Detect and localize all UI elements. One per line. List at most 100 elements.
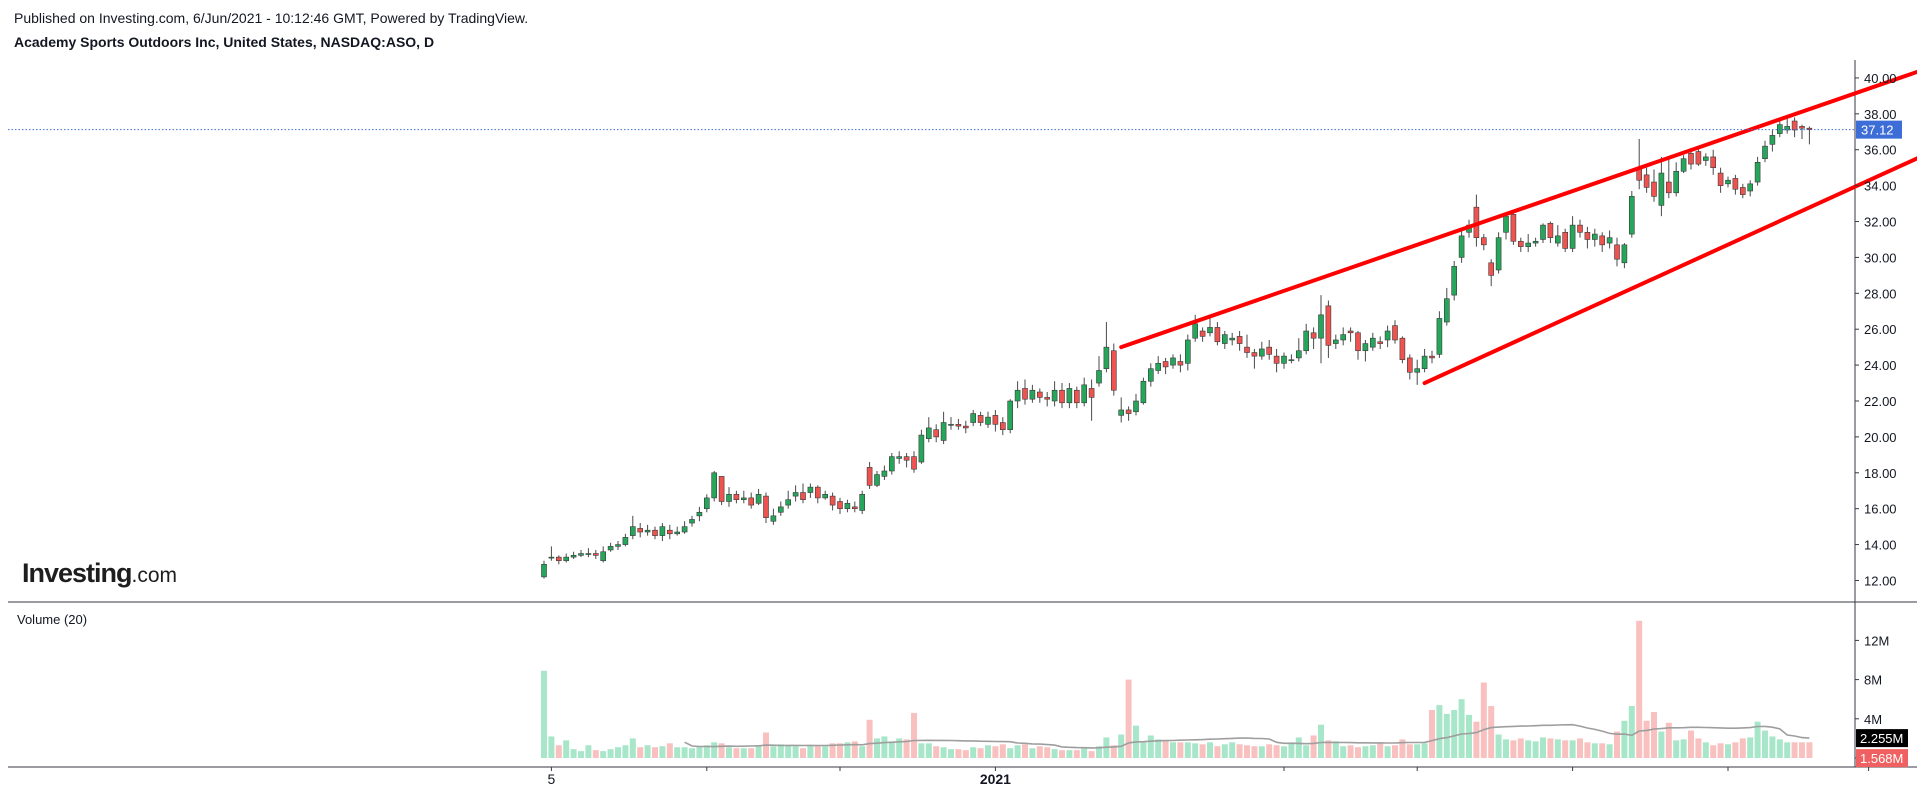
candle-body: [555, 556, 562, 562]
volume-bar: [1088, 751, 1095, 758]
candle-body: [1259, 348, 1265, 357]
volume-bar: [1665, 722, 1672, 758]
candle-body: [1532, 240, 1539, 244]
volume-bar: [1392, 745, 1398, 758]
candle: [1399, 336, 1406, 364]
candle: [822, 490, 829, 500]
volume-bar: [740, 748, 747, 758]
candle: [1088, 379, 1095, 421]
volume-bar: [851, 741, 858, 758]
volume-bar: [1799, 742, 1805, 758]
candle: [1703, 153, 1709, 166]
candle-body: [1162, 361, 1169, 368]
candle-body: [925, 427, 932, 439]
volume-bar: [570, 749, 577, 758]
candle: [1599, 232, 1605, 253]
logo-suffix-text: .com: [131, 564, 178, 587]
candle-body: [1370, 337, 1376, 348]
candle-body: [1044, 397, 1050, 400]
candle-body: [1251, 352, 1258, 357]
time-axis[interactable]: 5 2021: [548, 767, 1870, 787]
candle-body: [607, 546, 614, 551]
volume-bar: [1155, 739, 1162, 758]
volume-bar: [600, 751, 607, 758]
candle: [1784, 117, 1790, 134]
volume-bar: [585, 745, 592, 758]
volume-bar: [644, 745, 651, 758]
volume-bar: [555, 745, 562, 758]
candle-body: [689, 519, 695, 524]
candle-body: [1222, 334, 1228, 344]
candle: [1066, 383, 1073, 409]
candle-body: [1666, 181, 1672, 194]
volume-bar: [844, 742, 851, 758]
candle: [1562, 228, 1568, 253]
volume-bar: [1436, 705, 1443, 758]
volume-bar: [1510, 740, 1517, 758]
volume-bar: [1414, 744, 1421, 758]
volume-bar: [1347, 745, 1354, 758]
candle: [985, 411, 991, 428]
candle-body: [992, 415, 999, 425]
volume-bar: [1377, 742, 1384, 758]
candle-body: [1540, 224, 1546, 240]
candle-body: [1266, 346, 1272, 355]
candle-body: [570, 555, 577, 558]
candle-body: [1584, 231, 1591, 240]
volume-bar: [911, 712, 917, 758]
candle: [703, 494, 710, 513]
volume-bar: [1125, 679, 1132, 758]
volume-bar: [955, 749, 962, 758]
volume-bar: [1332, 741, 1339, 758]
volume-bar: [777, 744, 784, 758]
candle-body: [1451, 266, 1457, 296]
candle-body: [592, 553, 599, 556]
candle: [1754, 156, 1761, 186]
candle-body: [1273, 355, 1280, 364]
volume-panel-label[interactable]: Volume (20): [17, 612, 88, 627]
candle-body: [1377, 341, 1383, 344]
volume-bar: [977, 748, 984, 758]
candle: [1051, 381, 1058, 407]
volume-bar: [1022, 744, 1028, 758]
volume-bar: [1606, 744, 1613, 758]
candlestick-series: [541, 117, 1813, 579]
candle: [1170, 354, 1176, 369]
candle: [918, 429, 925, 464]
volume-bar: [733, 748, 740, 758]
candle-body: [822, 494, 829, 499]
candle: [1103, 322, 1110, 373]
price-tick-label: 16.00: [1864, 502, 1897, 517]
volume-bar: [1443, 713, 1450, 758]
volume-bar: [1207, 742, 1213, 758]
candle-body: [1577, 224, 1583, 233]
volume-bar: [1258, 746, 1265, 758]
volume-bar: [1051, 749, 1058, 758]
volume-bar: [1281, 746, 1287, 758]
candle: [1384, 325, 1391, 348]
candle-body: [1518, 240, 1524, 247]
volume-bar: [1628, 706, 1635, 758]
candle: [748, 492, 755, 509]
candle-body: [1717, 172, 1724, 186]
volume-bar: [1036, 746, 1043, 758]
volume-bar: [1769, 736, 1776, 758]
price-axis[interactable]: 12.00 14.00 16.00 18.00 20.00 22.00 24.00 26.00…: [1855, 71, 1902, 589]
volume-bar: [563, 740, 570, 758]
volume-bars: [541, 620, 1813, 758]
candle-body: [1673, 170, 1679, 194]
volume-bar: [1480, 682, 1487, 758]
candle: [1288, 354, 1295, 364]
volume-bar: [1458, 699, 1465, 758]
candle: [541, 560, 547, 579]
candle: [666, 524, 673, 540]
candle: [1451, 261, 1457, 301]
volume-bar: [1525, 740, 1532, 758]
price-tick-label: 24.00: [1864, 358, 1897, 373]
candle-body: [1029, 389, 1036, 400]
volume-bar: [837, 743, 843, 758]
trendlines[interactable]: [1119, 69, 1917, 386]
candle: [1791, 117, 1798, 138]
